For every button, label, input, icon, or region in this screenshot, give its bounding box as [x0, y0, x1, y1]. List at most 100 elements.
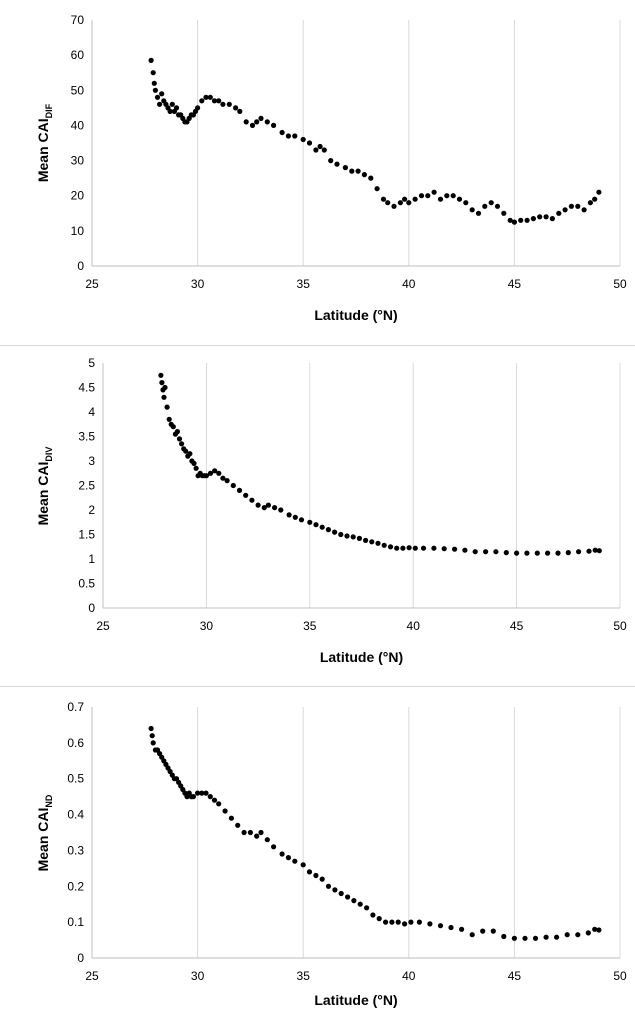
data-point: [264, 837, 270, 843]
data-point: [319, 876, 325, 882]
data-point: [338, 531, 344, 538]
data-point: [514, 550, 520, 556]
data-point: [564, 932, 570, 938]
data-point: [596, 189, 602, 195]
data-point: [385, 200, 391, 206]
data-point: [463, 200, 469, 206]
data-point: [264, 119, 270, 125]
data-point: [389, 919, 395, 925]
y-tick-label: 0.7: [67, 700, 84, 714]
data-point: [596, 548, 602, 554]
data-point: [222, 808, 228, 814]
data-point: [452, 546, 458, 552]
panel-divider: [0, 345, 635, 346]
data-point: [381, 542, 387, 548]
data-point: [408, 919, 414, 925]
data-point: [444, 193, 450, 199]
data-point: [195, 105, 201, 111]
data-point: [298, 517, 305, 523]
data-point: [534, 550, 540, 556]
data-point: [187, 451, 193, 457]
data-point: [173, 105, 180, 111]
data-point: [236, 487, 243, 493]
y-tick-label: 0: [88, 601, 95, 615]
data-point: [170, 424, 176, 430]
data-point: [226, 101, 232, 107]
y-tick-label: 3.5: [78, 430, 95, 444]
y-tick-label: 20: [71, 189, 85, 203]
y-tick-label: 0.5: [78, 577, 95, 591]
data-point: [351, 898, 357, 904]
x-tick-label: 40: [402, 277, 416, 291]
data-point: [332, 529, 338, 535]
data-point: [575, 932, 581, 938]
data-point: [391, 203, 397, 209]
data-point: [342, 165, 348, 171]
data-point: [427, 921, 433, 927]
y-tick-label: 3: [88, 454, 95, 468]
data-point: [556, 210, 562, 216]
data-point: [306, 869, 313, 875]
data-point: [190, 794, 196, 800]
data-point: [203, 94, 209, 100]
data-point: [562, 207, 568, 213]
data-point: [313, 872, 319, 879]
data-point: [179, 441, 185, 447]
data-point: [524, 217, 530, 223]
data-point: [233, 105, 239, 111]
data-point: [167, 108, 173, 114]
data-point: [437, 196, 444, 202]
data-point: [249, 497, 255, 503]
data-point: [511, 219, 517, 225]
data-point: [258, 829, 264, 836]
data-point: [151, 80, 157, 86]
y-axis-title: Mean CAIDIV: [35, 447, 54, 526]
data-point: [207, 794, 213, 800]
data-point: [400, 545, 406, 551]
data-point: [543, 214, 549, 220]
y-tick-label: 50: [71, 83, 85, 97]
x-tick-label: 25: [85, 969, 99, 983]
data-point: [285, 133, 291, 139]
data-point: [193, 465, 199, 471]
data-point: [568, 203, 575, 209]
y-tick-label: 0.4: [67, 808, 84, 822]
data-point: [325, 527, 331, 533]
data-point: [370, 912, 376, 918]
data-point: [375, 540, 381, 546]
data-point: [286, 512, 292, 518]
data-point: [272, 505, 278, 511]
data-point: [459, 926, 465, 932]
data-point: [383, 919, 389, 925]
x-tick-label: 45: [510, 619, 524, 633]
data-point: [368, 175, 374, 181]
data-point: [203, 473, 209, 479]
data-point: [169, 101, 175, 107]
data-point: [261, 505, 267, 511]
data-point: [230, 482, 236, 489]
data-point: [191, 460, 197, 466]
y-axis-title-subscript: DIV: [44, 447, 54, 462]
data-point: [549, 216, 556, 222]
data-point: [462, 547, 468, 553]
x-tick-label: 35: [297, 277, 311, 291]
x-tick-label: 45: [508, 277, 522, 291]
y-tick-label: 5: [88, 356, 95, 370]
data-point: [511, 935, 517, 941]
data-point: [216, 801, 222, 807]
x-tick-label: 50: [613, 277, 627, 291]
data-point: [285, 855, 291, 861]
data-point: [431, 545, 437, 551]
data-point: [211, 797, 218, 803]
data-point: [345, 894, 351, 900]
data-point: [537, 214, 543, 220]
data-point: [162, 384, 168, 391]
data-point: [483, 549, 489, 555]
data-point: [150, 740, 156, 746]
data-point: [243, 492, 249, 498]
data-point: [450, 193, 456, 199]
data-point: [271, 844, 277, 850]
data-point: [174, 429, 180, 435]
data-point: [524, 550, 530, 556]
data-point: [292, 133, 298, 139]
